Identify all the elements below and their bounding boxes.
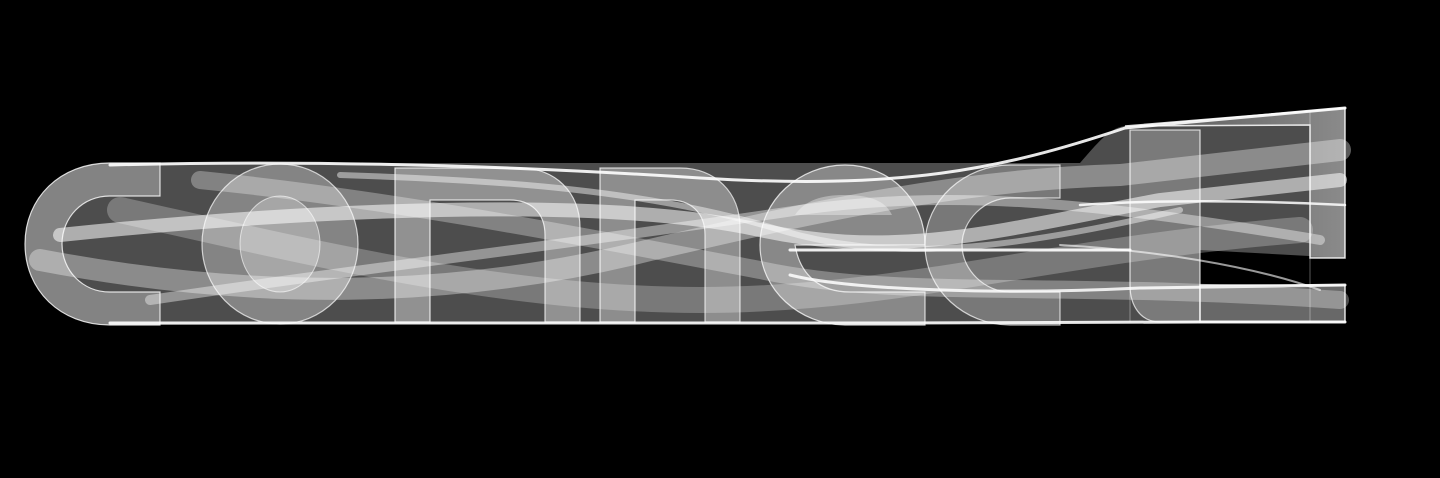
letter-edge-lines	[394, 110, 1311, 322]
letter-n-second-shape	[599, 167, 741, 323]
swept-ribbons	[29, 106, 1351, 326]
letter-c-second-shape	[924, 164, 1061, 326]
letter-c-shape	[24, 162, 161, 326]
